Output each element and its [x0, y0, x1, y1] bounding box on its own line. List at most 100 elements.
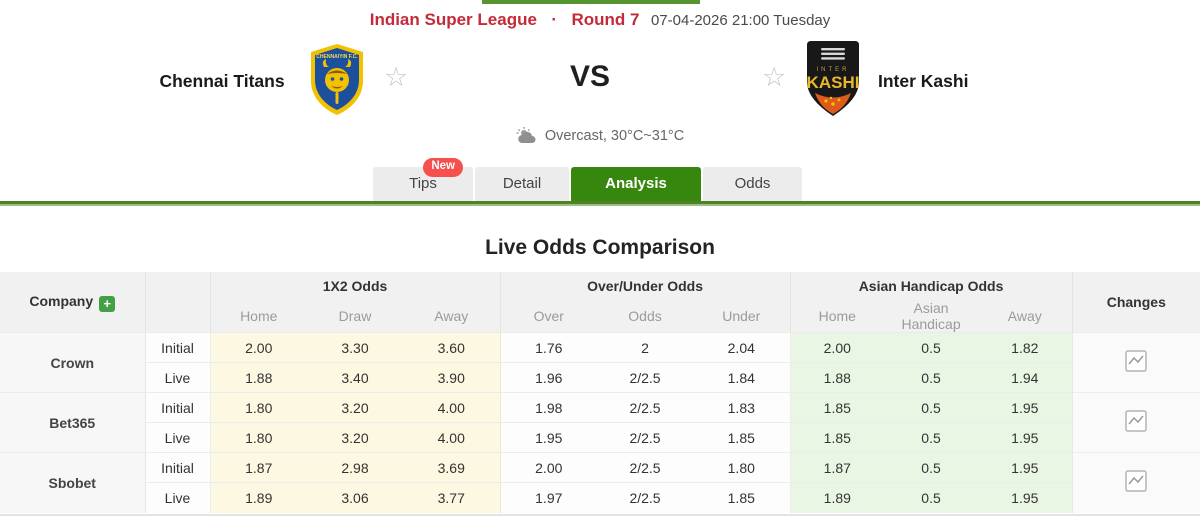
odds-cell: 3.20 [307, 422, 403, 453]
odds-cell: 1.83 [693, 392, 791, 423]
subheader-x12-draw: Draw [307, 300, 403, 333]
tab-underline [0, 201, 1200, 204]
company-name: Crown [0, 332, 146, 393]
row-type-label: Initial [145, 332, 211, 363]
odds-cell: 3.06 [307, 482, 403, 513]
odds-cell: 1.85 [693, 422, 791, 453]
home-favorite-star-icon[interactable]: ☆ [384, 62, 409, 92]
odds-cell: 3.69 [403, 452, 501, 483]
top-tab-indicator [482, 0, 700, 4]
subheader-ah-away: Away [978, 300, 1073, 333]
odds-cell: 0.5 [884, 332, 979, 363]
away-favorite-star-icon[interactable]: ☆ [762, 62, 787, 92]
table-row: Bet365 Initial 1.80 3.20 4.00 1.98 2/2.5… [0, 392, 1200, 453]
odds-cell: 1.95 [978, 482, 1073, 513]
odds-cell: 1.76 [500, 332, 598, 363]
separator-dot: · [551, 10, 558, 29]
odds-cell: 1.84 [693, 362, 791, 393]
inter-kashi-crest-icon: INTER KASHI [807, 41, 860, 116]
new-badge: New [423, 158, 463, 177]
away-logo-line2: KASHI [807, 73, 860, 92]
odds-cell: 1.88 [790, 362, 885, 393]
odds-cell: 1.80 [210, 422, 307, 453]
odds-cell: 2 [597, 332, 694, 363]
tab-bar: Tips New Detail Analysis Odds [373, 158, 802, 201]
company-header: Company + [0, 272, 146, 333]
row-type-label: Live [145, 482, 211, 513]
odds-cell: 3.60 [403, 332, 501, 363]
row-type-label: Live [145, 362, 211, 393]
odds-cell: 2/2.5 [597, 362, 694, 393]
odds-cell: 1.95 [978, 392, 1073, 423]
away-team-name[interactable]: Inter Kashi [878, 71, 969, 91]
odds-cell: 2.00 [210, 332, 307, 363]
subheader-ah-home: Home [790, 300, 885, 333]
odds-cell: 1.80 [210, 392, 307, 423]
odds-cell: 0.5 [884, 392, 979, 423]
home-logo-text: CHENNAIYIN F.C. [316, 54, 358, 60]
row-type-header [145, 272, 211, 333]
odds-cell: 2/2.5 [597, 392, 694, 423]
tab-odds[interactable]: Odds [703, 167, 802, 201]
weather-row: Overcast, 30°C~31°C [0, 127, 1200, 145]
odds-cell: 2.04 [693, 332, 791, 363]
odds-cell: 1.96 [500, 362, 598, 393]
odds-cell: 1.82 [978, 332, 1073, 363]
match-header-line: Indian Super League · Round 7 07-04-2026… [0, 10, 1200, 30]
subheader-x12-home: Home [210, 300, 307, 333]
odds-cell: 1.95 [500, 422, 598, 453]
changes-cell [1072, 392, 1200, 453]
odds-cell: 0.5 [884, 482, 979, 513]
tab-analysis[interactable]: Analysis [571, 167, 701, 201]
subheader-ou-over: Over [500, 300, 598, 333]
table-row: Crown Initial 2.00 3.30 3.60 1.76 2 2.04… [0, 332, 1200, 393]
subheader-ou-odds: Odds [597, 300, 694, 333]
odds-cell: 3.90 [403, 362, 501, 393]
odds-cell: 2/2.5 [597, 482, 694, 513]
odds-cell: 1.88 [210, 362, 307, 393]
odds-cell: 2/2.5 [597, 452, 694, 483]
tab-tips[interactable]: Tips New [373, 158, 473, 201]
live-odds-table: Company + 1X2 Odds Over/Under Odds Asian … [0, 272, 1200, 513]
away-logo-line1: INTER [817, 67, 850, 73]
bottom-divider [0, 514, 1200, 516]
row-type-label: Initial [145, 452, 211, 483]
trend-chart-icon[interactable] [1125, 410, 1148, 432]
changes-cell [1072, 452, 1200, 513]
odds-cell: 4.00 [403, 392, 501, 423]
odds-cell: 3.77 [403, 482, 501, 513]
sun-behind-cloud-icon [516, 127, 536, 143]
odds-cell: 1.85 [790, 392, 885, 423]
company-name: Bet365 [0, 392, 146, 453]
odds-cell: 1.89 [210, 482, 307, 513]
trend-chart-icon[interactable] [1125, 350, 1148, 372]
tab-underline-light [0, 204, 1200, 206]
home-team-name[interactable]: Chennai Titans [159, 71, 285, 91]
odds-cell: 2.00 [500, 452, 598, 483]
subheader-ou-under: Under [693, 300, 791, 333]
add-company-button[interactable]: + [99, 295, 116, 312]
odds-cell: 3.20 [307, 392, 403, 423]
trend-chart-icon[interactable] [1125, 470, 1148, 492]
odds-cell: 1.80 [693, 452, 791, 483]
table-row: Live 1.80 3.20 4.00 1.95 2/2.5 1.85 1.85… [0, 422, 1200, 453]
table-row: Live 1.89 3.06 3.77 1.97 2/2.5 1.85 1.89… [0, 482, 1200, 513]
odds-cell: 0.5 [884, 362, 979, 393]
away-team-logo: INTER KASHI [806, 40, 860, 122]
odds-cell: 2.98 [307, 452, 403, 483]
odds-cell: 1.97 [500, 482, 598, 513]
company-name: Sbobet [0, 452, 146, 513]
league-name[interactable]: Indian Super League [369, 10, 537, 29]
table-row: Sbobet Initial 1.87 2.98 3.69 2.00 2/2.5… [0, 452, 1200, 513]
row-type-label: Initial [145, 392, 211, 423]
odds-cell: 3.40 [307, 362, 403, 393]
odds-cell: 1.85 [790, 422, 885, 453]
odds-cell: 0.5 [884, 422, 979, 453]
group-header-over-under: Over/Under Odds [500, 272, 791, 300]
odds-cell: 1.98 [500, 392, 598, 423]
subheader-ah-handicap: Asian Handicap [884, 300, 979, 333]
odds-cell: 2/2.5 [597, 422, 694, 453]
tab-detail[interactable]: Detail [475, 167, 569, 201]
subheader-x12-away: Away [403, 300, 501, 333]
